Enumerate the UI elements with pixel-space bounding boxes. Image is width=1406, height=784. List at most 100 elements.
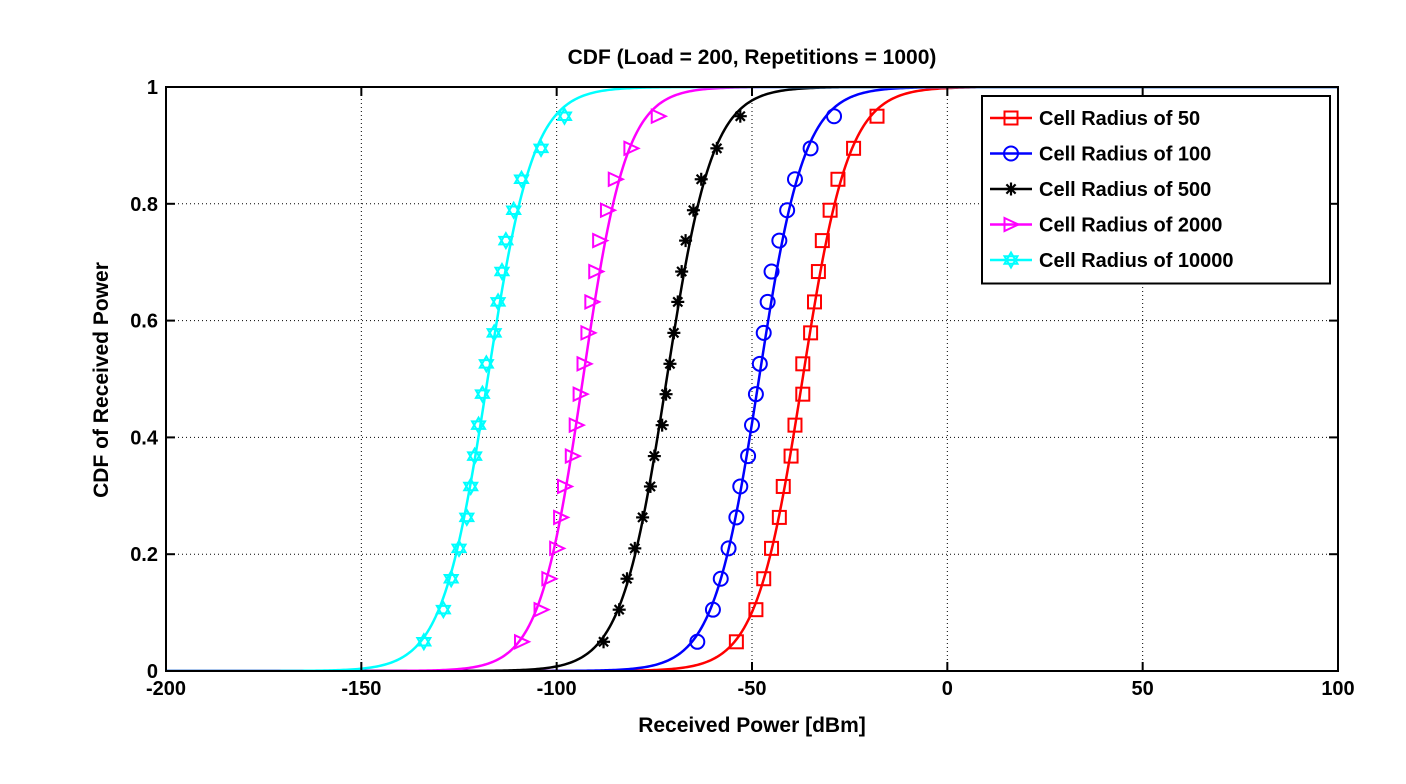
data-point xyxy=(756,571,772,587)
data-point xyxy=(493,262,511,282)
data-point xyxy=(650,108,669,125)
data-point xyxy=(474,384,491,404)
data-point xyxy=(869,108,885,124)
data-point xyxy=(1004,182,1018,196)
data-point xyxy=(732,478,749,495)
plot-area: -200 -150 -100 -50 0 50 100 0 0.2 0.4 0.6 0.8 1 Cell … xyxy=(130,77,1355,700)
y-tick-label: 0.8 xyxy=(130,194,158,216)
legend-item: Cell Radius of 50 xyxy=(990,108,1200,130)
data-point xyxy=(686,203,700,217)
data-point xyxy=(783,448,799,464)
data-point xyxy=(1003,216,1021,233)
data-point xyxy=(514,633,532,650)
data-point xyxy=(779,202,796,219)
data-point xyxy=(710,141,724,155)
data-point xyxy=(505,200,522,220)
series-1 xyxy=(166,87,1338,671)
data-point xyxy=(689,633,706,650)
legend-label: Cell Radius of 2000 xyxy=(1039,215,1222,237)
data-point xyxy=(462,476,479,496)
data-point xyxy=(663,357,677,371)
data-point xyxy=(572,386,590,403)
data-point xyxy=(1003,110,1019,126)
data-point xyxy=(846,140,862,156)
data-point xyxy=(733,109,747,123)
data-point xyxy=(814,233,830,249)
data-point xyxy=(549,540,567,557)
data-point xyxy=(807,294,823,310)
legend-item: Cell Radius of 500 xyxy=(990,179,1211,201)
data-point xyxy=(775,478,791,494)
data-point xyxy=(744,417,760,434)
data-point xyxy=(786,171,803,188)
data-point xyxy=(755,324,772,341)
y-tick-label: 0.6 xyxy=(130,311,158,333)
data-point xyxy=(556,478,575,495)
data-point xyxy=(728,509,745,526)
data-point xyxy=(802,140,819,157)
data-point xyxy=(597,635,611,649)
data-point xyxy=(623,140,641,157)
data-point xyxy=(592,232,610,249)
data-point xyxy=(466,446,483,466)
y-tick-label: 0 xyxy=(147,661,158,683)
data-point xyxy=(771,232,788,249)
data-point xyxy=(599,202,618,219)
data-point xyxy=(1002,250,1020,270)
data-point xyxy=(415,632,433,652)
x-tick-label: 100 xyxy=(1321,678,1354,700)
legend-item: Cell Radius of 100 xyxy=(990,144,1211,166)
data-point xyxy=(497,231,515,251)
x-axis-label: Received Power [dBm] xyxy=(638,714,866,737)
y-axis-label: CDF of Received Power xyxy=(90,262,113,498)
data-point xyxy=(747,386,764,403)
data-point xyxy=(478,354,495,374)
series-line xyxy=(166,87,1338,671)
data-point xyxy=(795,386,811,402)
data-point xyxy=(712,570,729,587)
data-point xyxy=(748,602,764,618)
legend-item: Cell Radius of 2000 xyxy=(990,215,1222,237)
y-tick-label: 1 xyxy=(147,77,158,99)
data-point xyxy=(826,108,843,125)
chart-title: CDF (Load = 200, Repetitions = 1000) xyxy=(568,46,937,69)
data-point xyxy=(671,295,685,309)
data-point xyxy=(620,572,634,586)
data-point xyxy=(1003,145,1019,162)
data-point xyxy=(667,326,681,340)
data-point xyxy=(759,293,776,310)
data-point xyxy=(553,509,571,526)
data-point xyxy=(513,169,530,189)
data-point xyxy=(607,171,626,188)
data-point xyxy=(810,264,826,280)
series-3 xyxy=(166,87,1338,671)
data-point xyxy=(564,448,583,465)
series-2 xyxy=(166,87,1338,671)
data-point xyxy=(795,356,811,372)
data-point xyxy=(541,570,559,587)
legend-label: Cell Radius of 500 xyxy=(1039,179,1211,201)
data-point xyxy=(485,323,503,343)
data-point xyxy=(588,263,606,280)
legend-label: Cell Radius of 10000 xyxy=(1039,250,1234,272)
data-point xyxy=(532,138,550,158)
data-point xyxy=(470,415,487,435)
data-point xyxy=(636,510,650,524)
data-point xyxy=(647,449,661,463)
data-point xyxy=(771,509,787,525)
series-line xyxy=(166,87,1338,671)
data-point xyxy=(450,538,468,558)
legend-box xyxy=(981,95,1331,285)
data-point xyxy=(679,234,693,248)
legend-label: Cell Radius of 50 xyxy=(1039,108,1200,130)
data-point xyxy=(584,293,602,310)
data-point xyxy=(803,325,819,341)
data-point xyxy=(655,418,669,432)
y-tick-label: 0.4 xyxy=(130,427,159,449)
x-tick-label: -200 xyxy=(146,678,186,700)
data-point xyxy=(728,634,744,650)
x-tick-label: 0 xyxy=(942,678,953,700)
data-point xyxy=(822,202,838,218)
data-point xyxy=(751,355,768,372)
x-tick-label: -50 xyxy=(738,678,767,700)
